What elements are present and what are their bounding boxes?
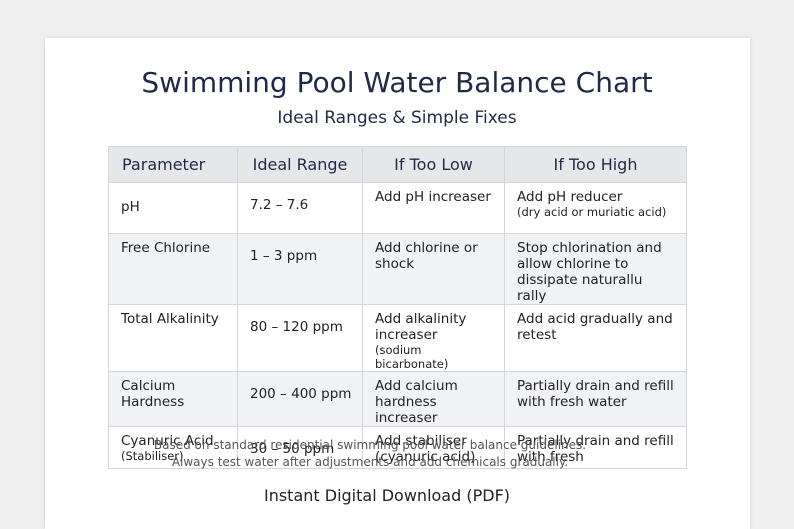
cell: 200 – 400 ppm (237, 371, 363, 427)
cell: Add pH increaser (362, 182, 505, 234)
cell: Free Chlorine (108, 233, 238, 305)
cell-text: 80 – 120 ppm (250, 319, 343, 335)
row: Calcium Hardness 200 – 400 ppm Add calcium… (108, 371, 687, 427)
cell-text: 1 – 3 ppm (250, 248, 318, 264)
cell-text: Partially drain and refill with fresh wa… (517, 378, 674, 410)
cell: Add pH reducer (dry acid or muriatic acid… (504, 182, 687, 234)
cell-text: Calcium Hardness (121, 378, 185, 410)
cell: Calcium Hardness (108, 371, 238, 427)
cell: Add acid gradually and retest (504, 304, 687, 372)
cell-text: Add chlorine or shock (375, 240, 478, 272)
cell-note: (dry acid or muriatic acid) (517, 205, 667, 219)
cell: 7.2 – 7.6 (237, 182, 363, 234)
row: Total Alkalinity 80 – 120 ppm Add alkalini… (108, 304, 687, 372)
cell: Add stabiliser (cyanuric acid) (362, 426, 505, 469)
cell: Cyanuric Acid (Stabiliser) (108, 426, 238, 469)
title: Swimming Pool Water Balance Chart (141, 66, 653, 99)
cell-text: Add stabiliser (cyanuric acid) (375, 433, 476, 465)
cell-note: (Stabiliser) (121, 449, 184, 463)
cell-text: Add pH reducer (517, 189, 623, 205)
cell: Add alkalinity increaser (sodium bicarbon… (362, 304, 505, 372)
cell-text: Free Chlorine (121, 240, 211, 256)
column-header: If Too High (504, 146, 687, 183)
cell: pH (108, 182, 238, 234)
cell-text: Stop chlorination and allow chlorine to … (517, 240, 662, 304)
table: Parameter Ideal Range If Too Low If Too Hig… (108, 146, 687, 469)
note: Based on standard residential swimming p… (153, 438, 587, 452)
cell-text: Add calcium hardness increaser (375, 378, 458, 426)
header-row: Parameter Ideal Range If Too Low If Too Hig… (108, 146, 687, 183)
row: Free Chlorine 1 – 3 ppm Add chlorine or sh… (108, 233, 687, 305)
cell: Total Alkalinity (108, 304, 238, 372)
cell: Add chlorine or shock (362, 233, 505, 305)
cell: 1 – 3 ppm (237, 233, 363, 305)
row: pH 7.2 – 7.6 Add pH increaser Add pH reduce… (108, 182, 687, 234)
column-header: Ideal Range (237, 146, 363, 183)
cell: Add calcium hardness increaser (362, 371, 505, 427)
cell-text: Add pH increaser (375, 189, 491, 205)
note: Always test water after adjustments and … (171, 455, 569, 469)
cell-text: pH (121, 199, 140, 215)
cell: Partially drain and refill with fresh wa… (504, 371, 687, 427)
cell-text: Total Alkalinity (121, 311, 219, 327)
cell-text: 30 – 50 ppm (250, 441, 335, 457)
column-header: If Too Low (362, 146, 505, 183)
subtitle: Ideal Ranges & Simple Fixes (277, 108, 517, 128)
download-label: Instant Digital Download (PDF) (263, 486, 511, 505)
cell-text: Partially drain and refill with fresh (517, 433, 674, 465)
cell: 80 – 120 ppm (237, 304, 363, 372)
cell-text: 7.2 – 7.6 (250, 197, 309, 213)
row: Cyanuric Acid (Stabiliser) 30 – 50 ppm Add … (108, 426, 687, 469)
cell-text: 200 – 400 ppm (250, 386, 352, 402)
cell-note: (sodium bicarbonate) (375, 343, 449, 371)
cell-text: Add alkalinity increaser (375, 311, 467, 343)
cell: Stop chlorination and allow chlorine to … (504, 233, 687, 305)
column-header: Parameter (108, 146, 238, 183)
cell-text: Add acid gradually and retest (517, 311, 673, 343)
cell: Partially drain and refill with fresh (504, 426, 687, 469)
cell-text: Cyanuric Acid (121, 433, 214, 449)
